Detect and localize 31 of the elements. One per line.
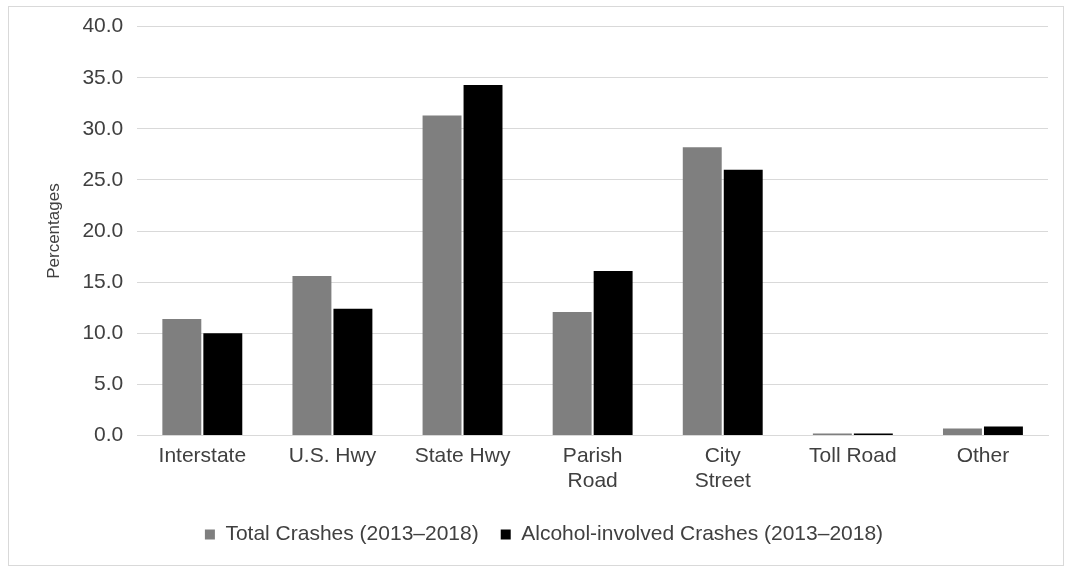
bar bbox=[723, 169, 763, 436]
bar bbox=[203, 333, 243, 436]
x-tick-label: City Street bbox=[694, 443, 751, 492]
bar bbox=[463, 84, 503, 436]
bar bbox=[942, 428, 982, 436]
bar bbox=[983, 426, 1023, 436]
x-tick-label: Other bbox=[956, 443, 1010, 466]
y-axis-title: Percentages bbox=[43, 183, 63, 279]
y-tick-label: 5.0 bbox=[94, 371, 124, 395]
y-tick-label: 20.0 bbox=[82, 217, 124, 241]
bar bbox=[593, 270, 633, 436]
x-tick-label: Interstate bbox=[158, 443, 247, 466]
legend-label: Alcohol-involved Crashes (2013–2018) bbox=[521, 521, 884, 545]
bar bbox=[333, 308, 373, 436]
bar bbox=[162, 319, 202, 436]
y-tick-label: 35.0 bbox=[82, 64, 124, 88]
y-tick-label: 30.0 bbox=[82, 115, 124, 139]
bar bbox=[682, 147, 722, 436]
legend-label: Total Crashes (2013–2018) bbox=[225, 521, 479, 545]
y-tick-label: 40.0 bbox=[82, 13, 124, 37]
y-tick-label: 15.0 bbox=[82, 269, 124, 293]
bar bbox=[292, 276, 332, 436]
y-tick-label: 10.0 bbox=[82, 320, 124, 344]
x-tick-label: Parish Road bbox=[562, 443, 623, 492]
x-tick-label: Toll Road bbox=[809, 443, 897, 466]
x-tick-label: State Hwy bbox=[414, 443, 511, 466]
bar bbox=[552, 311, 592, 436]
y-tick-label: 25.0 bbox=[82, 166, 124, 190]
y-tick-label: 0.0 bbox=[94, 422, 124, 446]
bar bbox=[422, 115, 462, 436]
x-tick-label: U.S. Hwy bbox=[288, 443, 377, 466]
